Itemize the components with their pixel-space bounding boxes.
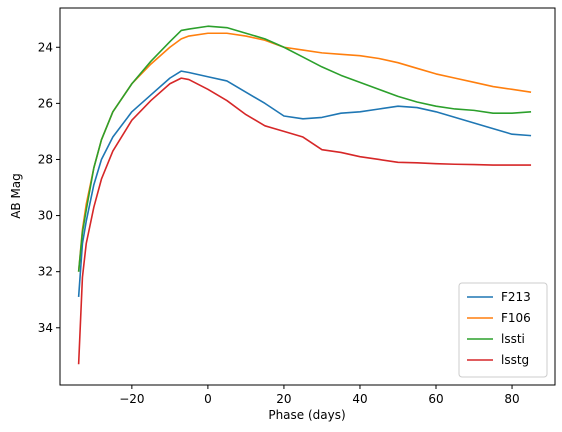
legend-label: F106 (501, 311, 531, 325)
x-tick-label: −20 (119, 392, 144, 406)
series-line (77, 77, 532, 365)
x-tick-label: 20 (276, 392, 291, 406)
legend-label: lsstg (501, 353, 529, 367)
y-tick-label: 30 (38, 209, 53, 223)
x-tick-label: 0 (204, 392, 212, 406)
y-tick-label: 34 (38, 321, 53, 335)
y-tick-label: 28 (38, 152, 53, 166)
series-line (77, 32, 532, 272)
x-axis-label: Phase (days) (268, 408, 345, 422)
x-tick-label: 60 (428, 392, 443, 406)
legend-label: F213 (501, 290, 531, 304)
x-tick-label: 80 (504, 392, 519, 406)
series-line (77, 70, 532, 297)
y-tick-label: 26 (38, 96, 53, 110)
legend-label: lssti (501, 332, 525, 346)
legend-box (458, 282, 548, 378)
plot-frame (59, 7, 556, 386)
series-line (77, 25, 532, 272)
y-tick-label: 32 (38, 265, 53, 279)
y-axis-label: AB Mag (9, 173, 23, 219)
y-tick-label: 24 (38, 40, 53, 54)
x-tick-label: 40 (352, 392, 367, 406)
